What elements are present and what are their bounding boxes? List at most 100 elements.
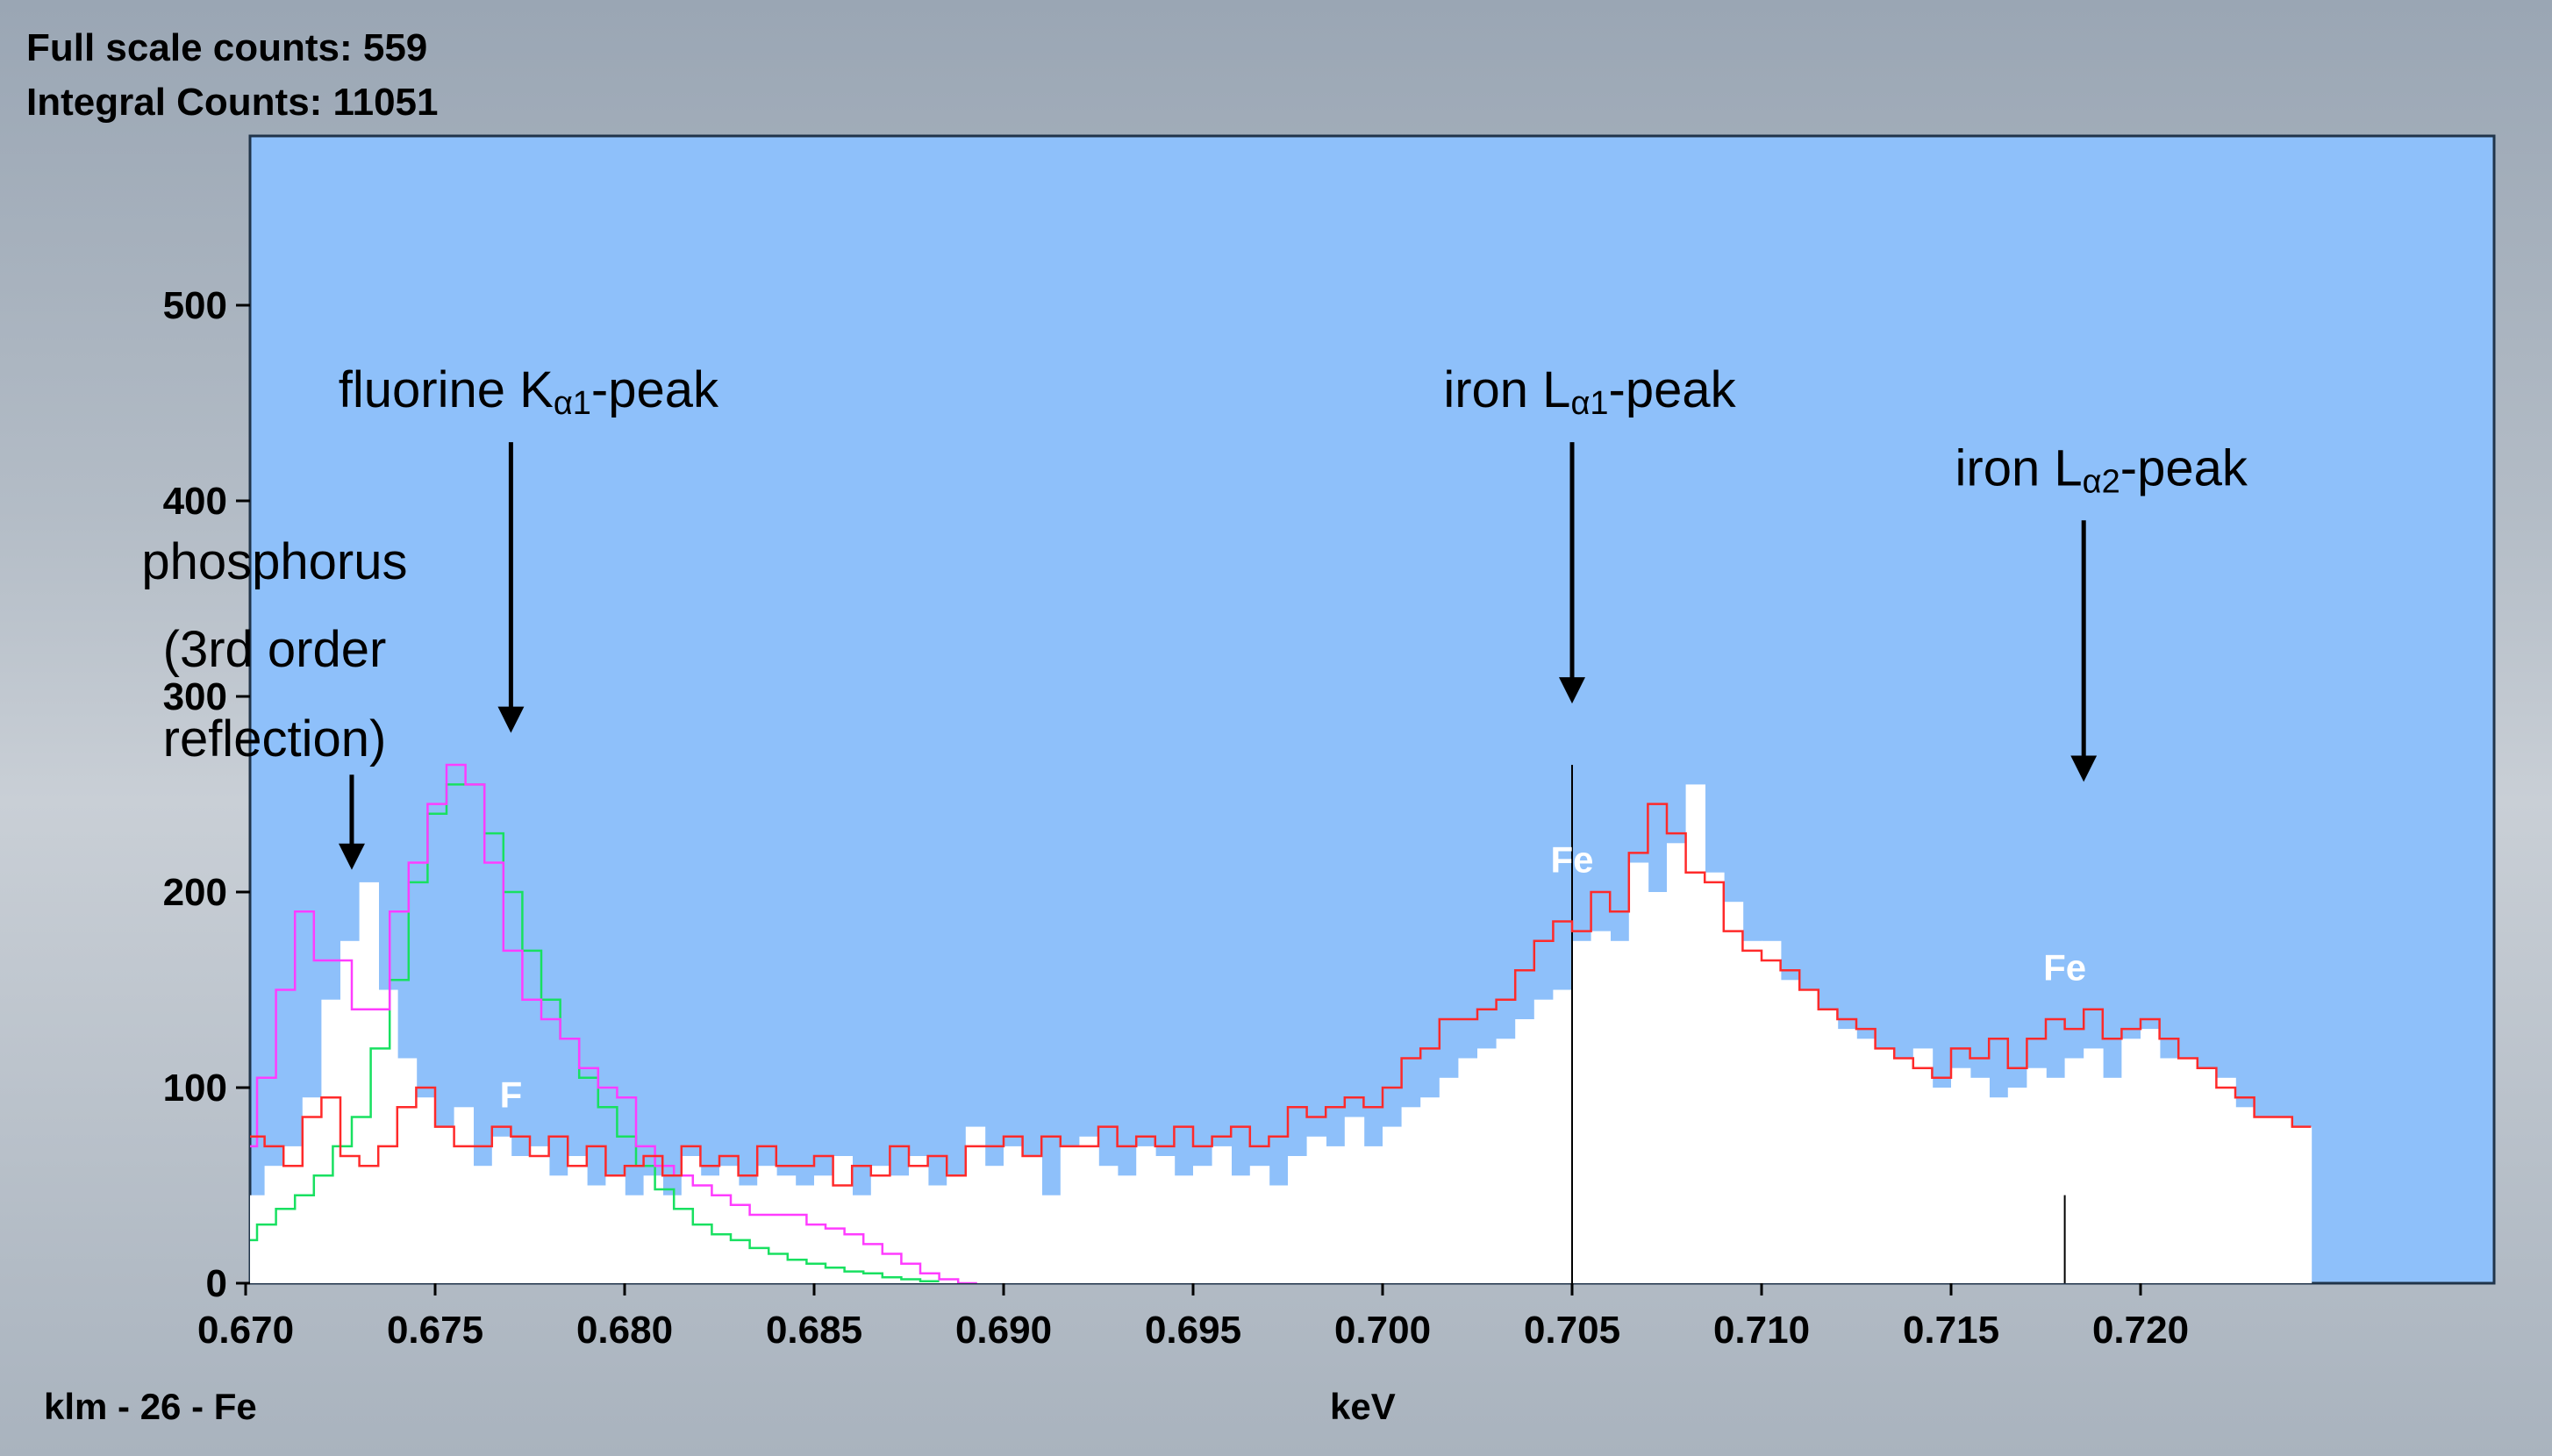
x-tick-label: 0.680 [576,1309,673,1352]
spectrum-bar [2235,1107,2255,1283]
spectrum-bar [511,1156,531,1283]
spectrum-bar [1004,1146,1024,1283]
spectrum-bar [1477,1048,1498,1283]
spectrum-bar [1780,980,1800,1283]
plot-content: F Fe Fe [250,763,2313,1283]
spectrum-bar [1231,1175,1251,1283]
spectrum-bar [870,1166,891,1283]
y-tick-label: 300 [163,675,227,718]
annotation-label: fluorine Kα1-peak [339,361,719,422]
spectrum-bar [1591,931,1611,1283]
spectrum-bar [776,1175,797,1283]
spectrum-bar [1306,1136,1326,1283]
spectrum-bar [1799,989,1819,1283]
spectrum-bar [2178,1058,2198,1283]
spectrum-bar [833,1156,853,1283]
spectrum-bar [2216,1077,2236,1283]
spectrum-bar [1117,1175,1137,1283]
spectrum-bar [1041,1195,1062,1283]
annotation-label: iron Lα2-peak [1955,439,2248,500]
spectrum-bar [586,1185,607,1283]
spectrum-bar [302,1097,323,1283]
spectrum-bar [1344,1117,1365,1283]
x-tick-label: 0.700 [1334,1309,1431,1352]
y-tick-label: 400 [163,480,227,523]
spectrum-bar [984,1166,1004,1283]
spectrum-bar [321,999,341,1283]
spectrum-bar [1458,1058,1478,1283]
spectrum-bar [2084,1048,2104,1283]
annotations: phosphorus (3rd order reflection) fluorine … [141,361,2248,870]
spectrum-bar [2007,1088,2028,1283]
element-label-fe: Fe [2043,946,2086,988]
x-tick-label: 0.695 [1145,1309,1241,1352]
x-tick-label: 0.670 [197,1309,294,1352]
spectrum-bar [1136,1146,1156,1283]
spectrum-bar [473,1166,493,1283]
spectrum-bar [1154,1156,1176,1283]
y-tick-label: 0 [206,1262,227,1305]
spectrum-bar [1363,1146,1383,1283]
y-tick-label: 100 [163,1067,227,1110]
green-series-line [250,783,940,1283]
red-series-line [250,803,2312,1187]
spectrum-bar [1628,862,1649,1283]
spectrum-bar [927,1185,947,1283]
spectrum-bar [2254,1117,2274,1283]
spectrum-bar [1533,999,1555,1283]
element-label-f: F [500,1074,523,1115]
spectrum-bar [548,1175,568,1283]
spectrum-bar [1288,1156,1308,1283]
annotation-label-line: phosphorus [141,533,407,590]
spectrum-bar [416,1097,436,1283]
spectrum-bar [1610,940,1630,1283]
spectrum-bar [852,1195,872,1283]
spectrum-bar [1837,1029,1857,1283]
spectrum-bar [1326,1146,1346,1283]
spectrum-bar [2159,1058,2179,1283]
spectrum-bar [378,989,398,1283]
x-axis-label: keV [1330,1386,1396,1427]
spectrum-bar [1989,1097,2009,1283]
spectrum-bar [340,940,361,1283]
spectrum-bar [1060,1146,1081,1283]
spectrum-bar [1249,1166,1270,1283]
spectrum-bar [1079,1136,1099,1283]
spectrum-bar [1174,1175,1194,1283]
spectrum-bar [738,1185,758,1283]
spectrum-bar [1856,1038,1876,1283]
spectrum-bar [1667,843,1687,1283]
spectrum-bar [2027,1067,2047,1283]
spectrum-bar [1951,1067,1971,1283]
spectrum-bar [568,1156,588,1283]
spectrum-bar [947,1175,967,1283]
spectrum-bar [1439,1077,1460,1283]
spectrum-bar [1572,940,1592,1283]
annotation-label-line: (3rd order [163,621,387,678]
spectrum-bar [1496,1038,1516,1283]
spectrum-bar [1912,1048,1934,1283]
x-tick-label: 0.690 [955,1309,1052,1352]
spectrum-bar [700,1175,720,1283]
spectrum-bar [2046,1077,2066,1283]
spectrum-bar [681,1156,702,1283]
spectrum-bar [1818,1009,1839,1283]
spectrum-bar [1383,1126,1403,1283]
spectrum-bar [1022,1156,1042,1283]
spectrum-bar [491,1136,512,1283]
spectrum-bar [283,1146,304,1283]
spectrum-bar [662,1195,683,1283]
spectrum-bar [435,1126,455,1283]
spectrum-bar [605,1175,625,1283]
spectrum-bar [2064,1058,2084,1283]
spectrum-bar [890,1175,910,1283]
integral-counts: Integral Counts: 11051 [26,81,439,124]
spectrum-bar [2291,1126,2313,1283]
full-scale-counts: Full scale counts: 559 [26,26,428,69]
annotation-label: iron Lα1-peak [1443,361,1736,422]
magenta-series-line [250,763,977,1283]
axes: 0.670 0.675 0.680 0.685 0.690 0.695 0.700 0.705… [163,284,2189,1352]
x-tick-label: 0.675 [387,1309,483,1352]
